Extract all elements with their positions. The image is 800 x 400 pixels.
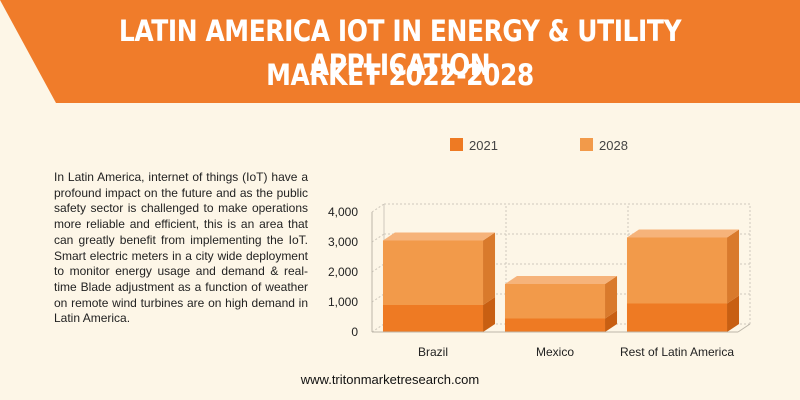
floor-edge — [737, 323, 751, 333]
title-banner — [0, 0, 800, 103]
bar-2021-mexico — [504, 318, 606, 332]
bar-top-2028-mexico — [504, 276, 618, 284]
bar-top-2028-brazil — [382, 232, 496, 241]
axes: 0 1,000 2,000 3,000 4,000 Brazil Mexico Rest of… — [328, 205, 751, 359]
y-tick-label: 1,000 — [328, 295, 358, 309]
bar-side-2028-mexico — [605, 276, 618, 319]
bar-top-2028-rest-of-latin-america — [626, 229, 740, 238]
bar-2028-rest-of-latin-america — [626, 237, 728, 304]
bar-2021-rest-of-latin-america — [626, 303, 728, 332]
y-tick-label: 2,000 — [328, 265, 358, 279]
x-tick-label: Mexico — [536, 345, 574, 359]
bar-side-2028-rest-of-latin-america — [727, 229, 740, 304]
legend-label-2028: 2028 — [599, 138, 628, 153]
gridline-depth — [371, 263, 385, 273]
bar-2028-mexico — [504, 284, 606, 319]
x-tick-label: Rest of Latin America — [620, 345, 734, 359]
bar-2021-brazil — [382, 305, 484, 332]
y-tick-label: 3,000 — [328, 235, 358, 249]
gridline-depth — [371, 203, 385, 213]
page-title-line-2: MARKET 2022-2028 — [266, 58, 534, 92]
legend-swatch-2021 — [450, 138, 463, 151]
page-title-line-1: LATIN AMERICA IOT IN ENERGY & UTILITY AP… — [118, 14, 682, 82]
gridline-depth — [371, 323, 385, 333]
legend-swatch-2028 — [580, 138, 593, 151]
bar-side-2021-mexico — [605, 310, 618, 332]
x-tick-label: Brazil — [418, 345, 448, 359]
website-url: www.tritonmarketresearch.com — [300, 372, 480, 387]
legend-label-2021: 2021 — [469, 138, 498, 153]
bars — [382, 229, 740, 332]
bar-2028-brazil — [382, 240, 484, 305]
gridline-depth — [371, 233, 385, 243]
bar-side-2028-brazil — [483, 232, 496, 305]
y-tick-label: 4,000 — [328, 205, 358, 219]
bar-side-2021-brazil — [483, 297, 496, 332]
gridline-depth — [371, 293, 385, 303]
y-tick-label: 0 — [351, 325, 358, 339]
bar-side-2021-rest-of-latin-america — [727, 295, 740, 332]
legend: 2021 2028 — [450, 138, 628, 153]
description-text: In Latin America, internet of things (Io… — [54, 170, 308, 326]
